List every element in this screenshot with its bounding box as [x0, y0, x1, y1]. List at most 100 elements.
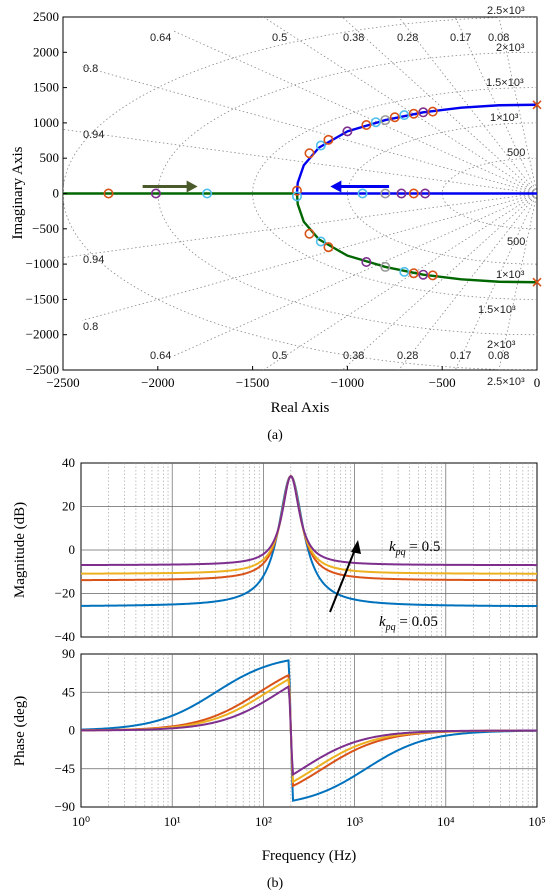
locus-branch — [295, 193, 538, 284]
bode-curves — [81, 474, 537, 802]
locus-branch — [295, 103, 538, 194]
damping-label-bottom-2: 0.5 — [272, 350, 287, 362]
bode-grid — [81, 463, 537, 807]
freq-label-1000-bottom: 1×10³ — [496, 269, 525, 281]
zeta-ray — [172, 30, 537, 194]
y-tick-label: 500 — [40, 150, 60, 165]
pole-marker — [202, 188, 213, 199]
damping-label-top-6: 0.08 — [488, 32, 509, 44]
kpq-label-high: kpq = 0.5 — [389, 539, 440, 558]
freq-label-500-bottom: 500 — [507, 236, 525, 248]
root-locus-ylabel: Imaginary Axis — [10, 146, 26, 239]
wn-ellipse — [347, 122, 537, 265]
phase-curve — [81, 659, 537, 802]
freq-tick-label: 10⁵ — [528, 814, 546, 829]
pole-marker — [323, 242, 334, 253]
phase-tick-label: 0 — [69, 723, 76, 738]
pole-marker — [408, 108, 419, 119]
phase-curve — [81, 684, 537, 777]
zeta-ray — [341, 17, 537, 194]
pole-marker — [399, 110, 410, 121]
damping-label-left-4: 0.8 — [83, 321, 98, 333]
wn-ellipse — [157, 51, 537, 336]
mag-tick-label: 40 — [62, 455, 75, 470]
pole-marker — [150, 188, 161, 199]
magnitude-curve — [81, 474, 537, 575]
freq-tick-label: 10¹ — [164, 814, 181, 829]
y-tick-label: 1000 — [33, 115, 59, 130]
freq-label-1500-top: 1.5×10³ — [486, 77, 524, 89]
zeta-ray — [398, 193, 537, 370]
pole-marker — [427, 106, 438, 117]
pole-marker — [291, 191, 302, 202]
y-tick-label: 2500 — [33, 9, 59, 24]
damping-label-bottom-1: 0.64 — [150, 350, 171, 362]
kpq-label-low: kpq = 0.05 — [379, 614, 438, 633]
pole-marker — [427, 270, 438, 281]
damping-label-top-3: 0.38 — [343, 32, 364, 44]
pole-marker — [418, 269, 429, 280]
damping-label-left-2: 0.94 — [83, 129, 104, 141]
freq-label-2500-bottom: 2.5×10³ — [487, 376, 525, 388]
freq-tick-label: 10² — [255, 814, 272, 829]
freq-tick-label: 10⁰ — [72, 814, 90, 829]
damping-label-bottom-3: 0.38 — [343, 350, 364, 362]
freq-label-1000-top: 1×10³ — [490, 112, 519, 124]
damping-label-bottom-4: 0.28 — [397, 350, 418, 362]
zeta-ray — [172, 193, 537, 357]
phase-ylabel: Phase (deg) — [12, 696, 28, 766]
phase-tick-label: −90 — [55, 799, 75, 814]
x-tick-label: −1000 — [331, 375, 364, 390]
pole-marker — [420, 188, 431, 199]
y-tick-label: −2000 — [26, 327, 59, 342]
mag-tick-label: 0 — [69, 542, 76, 557]
pole-marker — [408, 268, 419, 279]
freq-label-500-top: 500 — [507, 147, 525, 159]
mag-tick-label: 20 — [62, 499, 75, 514]
caption-a: (a) — [267, 428, 283, 443]
direction-arrow-head — [186, 180, 198, 193]
freq-tick-label: 10³ — [346, 814, 363, 829]
root-locus-ticks: −2500 −2000 −1500 −1000 −500 0 2500 2000 1500 100… — [26, 9, 541, 390]
pole-marker — [357, 188, 368, 199]
pole-marker — [396, 188, 407, 199]
pole-marker — [399, 266, 410, 277]
root-locus-xlabel: Real Axis — [271, 400, 330, 416]
pole-marker — [304, 228, 315, 239]
magnitude-curve — [81, 474, 537, 567]
pole-marker — [389, 112, 400, 123]
pole-marker — [380, 188, 391, 199]
kpq-arrow-line — [329, 546, 357, 613]
caption-b: (b) — [267, 876, 284, 891]
zeta-ray — [81, 66, 537, 194]
pole-marker — [291, 185, 302, 196]
pole-marker — [418, 107, 429, 118]
y-tick-label: 0 — [53, 186, 60, 201]
pole-marker — [361, 256, 372, 267]
freq-label-2000-bottom: 2×10³ — [487, 339, 516, 351]
pole-marker — [370, 117, 381, 128]
x-tick-label: 0 — [534, 375, 541, 390]
x-tick-label: −2000 — [141, 375, 174, 390]
damping-label-top-2: 0.5 — [272, 32, 287, 44]
bode-xlabel: Frequency (Hz) — [262, 848, 357, 864]
zeta-ray — [81, 193, 537, 321]
freq-label-2000-top: 2×10³ — [496, 42, 525, 54]
mag-tick-label: −40 — [55, 629, 75, 644]
y-tick-label: −1000 — [26, 256, 59, 271]
damping-label-top-5: 0.17 — [450, 32, 471, 44]
kpq-arrow-head — [351, 540, 361, 554]
x-tick-label: −2500 — [46, 375, 79, 390]
zeta-ray — [341, 193, 537, 370]
zeta-ray — [262, 17, 537, 194]
pole-marker — [103, 188, 114, 199]
root-locus-branches — [63, 103, 538, 284]
phase-tick-label: 45 — [62, 684, 75, 699]
damping-label-left-1: 0.8 — [83, 63, 98, 75]
damping-label-left-3: 0.94 — [83, 254, 104, 266]
y-tick-label: 2000 — [33, 44, 59, 59]
y-tick-label: −2500 — [26, 362, 59, 377]
mag-tick-label: −20 — [55, 586, 75, 601]
